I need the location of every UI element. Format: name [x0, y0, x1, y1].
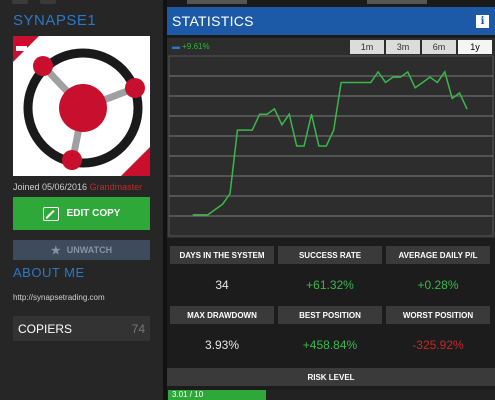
- data-point: [422, 81, 424, 83]
- data-point: [451, 97, 453, 99]
- risk-value: 3.01 / 10: [172, 390, 204, 399]
- metric-label: DAYS IN THE SYSTEM: [170, 246, 274, 264]
- metric-label: WORST POSITION: [386, 306, 490, 324]
- nav-icon[interactable]: [12, 0, 28, 4]
- metric-value: -325.92%: [412, 338, 464, 352]
- data-point: [214, 209, 216, 211]
- data-point: [288, 113, 290, 115]
- range-1y[interactable]: 1y: [458, 40, 492, 54]
- range-6m[interactable]: 6m: [422, 40, 456, 54]
- data-point: [348, 81, 350, 83]
- data-point: [266, 113, 268, 115]
- data-point: [444, 71, 446, 73]
- nav-icon[interactable]: [40, 0, 56, 4]
- tab[interactable]: [187, 0, 247, 4]
- unwatch-label: UNWATCH: [66, 245, 113, 255]
- data-point: [429, 76, 431, 78]
- data-point: [340, 81, 342, 83]
- metric-value: 34: [215, 278, 229, 292]
- data-point: [392, 76, 394, 78]
- info-icon[interactable]: i: [476, 14, 489, 28]
- metric-value: +0.28%: [417, 278, 459, 292]
- data-point: [310, 113, 312, 115]
- joined-info: Joined 05/06/2016 Grandmaster: [13, 182, 142, 192]
- copiers-label: COPIERS: [18, 321, 73, 336]
- about-title: ABOUT ME: [13, 265, 85, 280]
- risk-level-header: RISK LEVEL: [167, 368, 495, 386]
- data-point: [281, 124, 283, 126]
- data-point: [207, 214, 209, 216]
- data-point: [414, 87, 416, 89]
- joined-date: Joined 05/06/2016: [13, 182, 88, 192]
- line-chart: [168, 55, 494, 237]
- metric-value: 3.93%: [204, 338, 240, 352]
- edit-icon: [42, 206, 59, 221]
- synapse-logo-icon: [13, 36, 150, 176]
- data-point: [333, 129, 335, 131]
- data-point: [325, 145, 327, 147]
- data-point: [236, 129, 238, 131]
- avatar: [13, 36, 150, 176]
- data-point: [273, 108, 275, 110]
- data-point: [385, 81, 387, 83]
- range-selector: 1m 3m 6m 1y: [350, 40, 492, 54]
- metric-value: +458.84%: [302, 338, 358, 352]
- data-point: [399, 76, 401, 78]
- legend-swatch: ▬: [172, 42, 180, 51]
- username: SYNAPSE1: [13, 12, 97, 29]
- chart-frame: [168, 55, 494, 237]
- data-point: [303, 145, 305, 147]
- data-point: [251, 129, 253, 131]
- data-point: [244, 129, 246, 131]
- website-link[interactable]: http://synapsetrading.com: [13, 293, 105, 302]
- data-point: [459, 92, 461, 94]
- edit-copy-label: EDIT COPY: [66, 208, 121, 219]
- copiers-box[interactable]: COPIERS 74: [13, 316, 150, 341]
- data-point: [259, 113, 261, 115]
- data-point: [466, 108, 468, 110]
- data-point: [362, 81, 364, 83]
- data-point: [407, 71, 409, 73]
- range-1m[interactable]: 1m: [350, 40, 384, 54]
- data-point: [370, 81, 372, 83]
- top-icons: [12, 0, 56, 4]
- metric-label: SUCCESS RATE: [278, 246, 382, 264]
- metric-label: BEST POSITION: [278, 306, 382, 324]
- metric-label: MAX DRAWDOWN: [170, 306, 274, 324]
- data-point: [436, 81, 438, 83]
- profile-sidebar: SYNAPSE1 Joined 05/06/2016 Grandmaster E…: [0, 0, 163, 400]
- unwatch-button[interactable]: ★ UNWATCH: [13, 240, 150, 260]
- data-point: [318, 145, 320, 147]
- metric-value: +61.32%: [306, 278, 354, 292]
- statistics-title: STATISTICS: [172, 13, 254, 29]
- statistics-panel: STATISTICS i ▬ +9.61% 1m 3m 6m 1y DAYS I…: [167, 0, 495, 400]
- metric-label: AVERAGE DAILY P/L: [386, 246, 490, 264]
- data-point: [355, 81, 357, 83]
- series-line: [193, 70, 468, 216]
- data-point: [377, 71, 379, 73]
- data-point: [229, 193, 231, 195]
- data-point: [192, 214, 194, 216]
- data-point: [296, 145, 298, 147]
- chart-legend: ▬ +9.61%: [172, 42, 210, 51]
- tab-strip: [167, 0, 495, 6]
- statistics-header: STATISTICS i: [167, 7, 495, 35]
- risk-bar: 3.01 / 10: [168, 390, 495, 400]
- range-3m[interactable]: 3m: [386, 40, 420, 54]
- legend-value: +9.61%: [182, 42, 210, 51]
- data-point: [199, 214, 201, 216]
- copiers-count: 74: [131, 321, 145, 336]
- data-point: [222, 203, 224, 205]
- performance-chart: ▬ +9.61% 1m 3m 6m 1y: [167, 38, 495, 238]
- star-icon: ★: [50, 244, 61, 257]
- tab[interactable]: [367, 0, 427, 4]
- rank-badge: Grandmaster: [89, 182, 143, 192]
- edit-copy-button[interactable]: EDIT COPY: [13, 197, 150, 230]
- risk-fill: [168, 390, 267, 400]
